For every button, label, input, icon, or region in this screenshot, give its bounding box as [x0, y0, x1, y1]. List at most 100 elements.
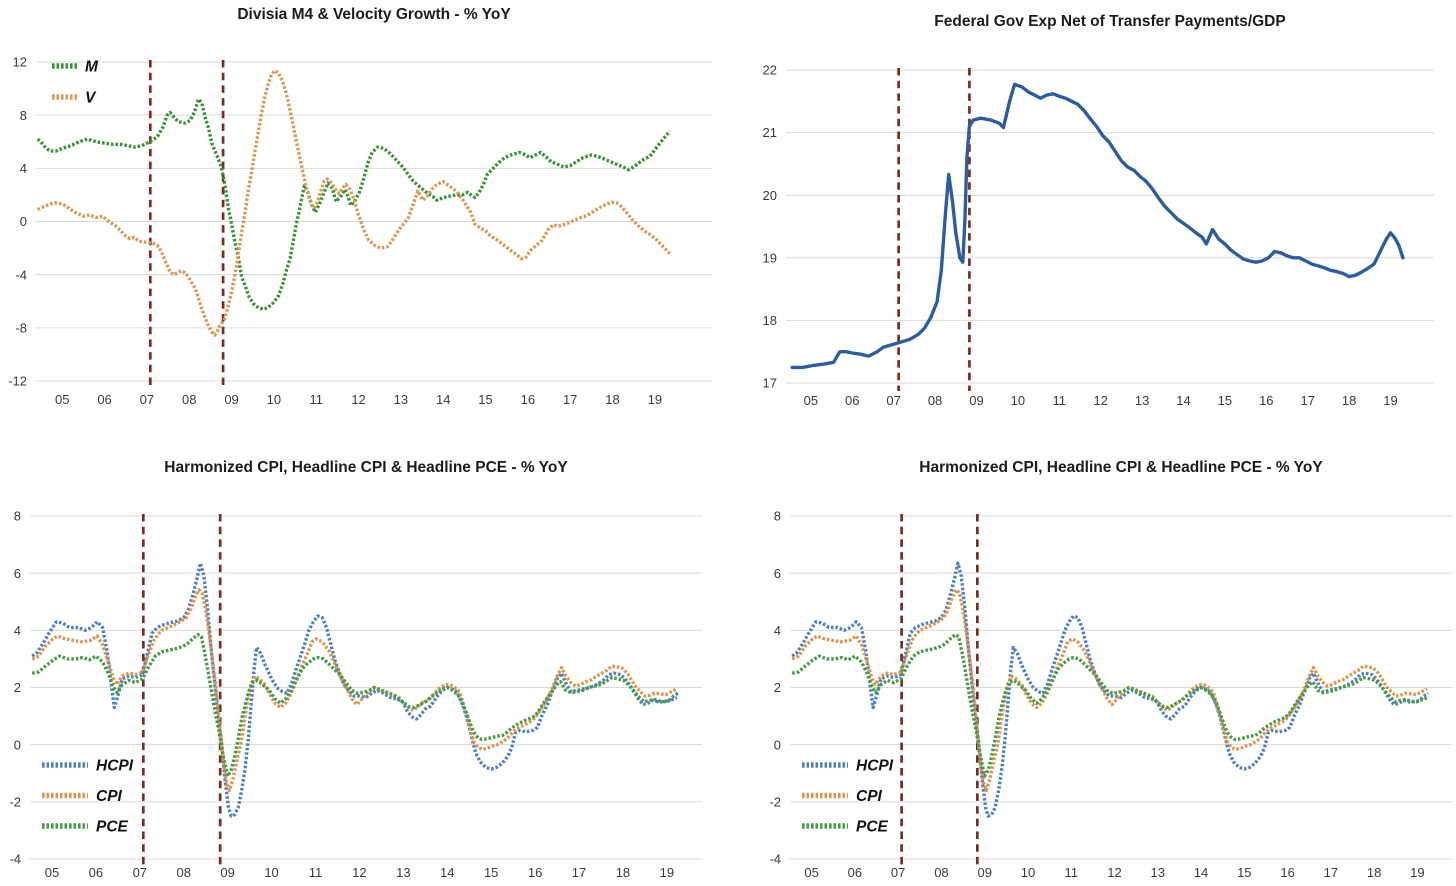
chart-title-divisia: Divisia M4 & Velocity Growth - % YoY [237, 6, 511, 23]
svg-text:06: 06 [848, 865, 862, 880]
svg-text:15: 15 [484, 865, 498, 880]
svg-text:10: 10 [264, 865, 278, 880]
svg-text:12: 12 [1107, 865, 1121, 880]
svg-text:18: 18 [1367, 865, 1381, 880]
svg-text:17: 17 [563, 392, 577, 407]
svg-text:07: 07 [133, 865, 147, 880]
svg-text:13: 13 [396, 865, 410, 880]
svg-text:11: 11 [1064, 865, 1078, 880]
chart-title-cpi-right: Harmonized CPI, Headline CPI & Headline … [919, 459, 1323, 476]
svg-text:18: 18 [605, 392, 619, 407]
svg-text:19: 19 [1383, 393, 1397, 408]
svg-text:-2: -2 [9, 794, 21, 809]
svg-text:20: 20 [763, 188, 777, 203]
svg-text:15: 15 [1237, 865, 1251, 880]
svg-text:4: 4 [14, 623, 21, 638]
svg-text:06: 06 [845, 393, 859, 408]
svg-text:14: 14 [1176, 393, 1190, 408]
svg-text:6: 6 [14, 566, 21, 581]
cpi-pce-chart-right: 8 6 4 2 0 -2 -4 05 06 07 08 09 10 11 12 13 14 15 16 17 18 19 H… [769, 509, 1452, 880]
svg-text:08: 08 [928, 393, 942, 408]
svg-text:PCE: PCE [856, 819, 889, 836]
svg-text:18: 18 [616, 865, 630, 880]
svg-text:16: 16 [1280, 865, 1294, 880]
svg-text:05: 05 [804, 393, 818, 408]
svg-text:HCPI: HCPI [856, 758, 894, 775]
svg-text:17: 17 [763, 376, 777, 391]
panel-cpi-pce-left: Harmonized CPI, Headline CPI & Headline … [0, 443, 728, 886]
svg-text:V: V [85, 90, 97, 107]
svg-text:8: 8 [20, 108, 27, 123]
svg-text:18: 18 [1342, 393, 1356, 408]
svg-text:CPI: CPI [856, 788, 883, 805]
svg-text:15: 15 [1218, 393, 1232, 408]
svg-text:19: 19 [763, 250, 777, 265]
svg-text:-2: -2 [769, 794, 781, 809]
svg-text:0: 0 [774, 737, 781, 752]
svg-text:06: 06 [89, 865, 103, 880]
svg-text:12: 12 [13, 55, 27, 70]
svg-text:14: 14 [436, 392, 450, 407]
svg-text:HCPI: HCPI [96, 758, 134, 775]
svg-text:21: 21 [763, 125, 777, 140]
svg-text:09: 09 [977, 865, 991, 880]
svg-text:08: 08 [182, 392, 196, 407]
svg-text:11: 11 [309, 865, 323, 880]
svg-text:12: 12 [351, 392, 365, 407]
divisia-m4-velocity-chart: 12 8 4 0 -4 -8 -12 05 06 07 08 09 10 11 12 13 14 15 16 17 18… [8, 55, 712, 407]
svg-text:05: 05 [55, 392, 69, 407]
panel-fed-gov-exp: Federal Gov Exp Net of Transfer Payments… [728, 0, 1456, 443]
svg-text:14: 14 [440, 865, 454, 880]
svg-text:0: 0 [14, 737, 21, 752]
cpi-pce-chart-left: 8 6 4 2 0 -2 -4 05 06 07 08 09 10 11 12 13 14 15 16 17 18 19 H… [9, 509, 702, 880]
svg-text:17: 17 [572, 865, 586, 880]
svg-text:2: 2 [774, 680, 781, 695]
svg-text:18: 18 [763, 313, 777, 328]
svg-text:10: 10 [1011, 393, 1025, 408]
svg-text:12: 12 [352, 865, 366, 880]
svg-text:08: 08 [176, 865, 190, 880]
svg-text:4: 4 [774, 623, 781, 638]
svg-text:8: 8 [14, 509, 21, 524]
svg-text:07: 07 [886, 393, 900, 408]
svg-text:17: 17 [1324, 865, 1338, 880]
svg-text:PCE: PCE [96, 819, 129, 836]
svg-text:11: 11 [1053, 393, 1067, 408]
svg-text:16: 16 [521, 392, 535, 407]
svg-text:-12: -12 [8, 374, 27, 389]
svg-text:-4: -4 [769, 852, 781, 867]
svg-text:19: 19 [648, 392, 662, 407]
svg-text:CPI: CPI [96, 788, 123, 805]
svg-text:M: M [85, 59, 99, 76]
panel-cpi-pce-right: Harmonized CPI, Headline CPI & Headline … [728, 443, 1456, 886]
svg-text:16: 16 [528, 865, 542, 880]
panel-divisia-m4-velocity: Divisia M4 & Velocity Growth - % YoY 12 8… [0, 0, 728, 443]
svg-text:6: 6 [774, 566, 781, 581]
svg-text:0: 0 [20, 214, 27, 229]
fed-gov-exp-gdp-chart: 22 21 20 19 18 17 05 06 07 08 09 10 11 12 13 14 15 16 17 18… [763, 63, 1434, 408]
svg-text:16: 16 [1259, 393, 1273, 408]
svg-text:-8: -8 [15, 320, 27, 335]
svg-text:-4: -4 [9, 852, 21, 867]
svg-text:08: 08 [934, 865, 948, 880]
svg-text:10: 10 [267, 392, 281, 407]
chart-title-fed-gov-exp: Federal Gov Exp Net of Transfer Payments… [934, 13, 1286, 30]
svg-text:07: 07 [891, 865, 905, 880]
svg-text:4: 4 [20, 161, 27, 176]
chart-title-cpi-left: Harmonized CPI, Headline CPI & Headline … [164, 459, 568, 476]
svg-text:17: 17 [1300, 393, 1314, 408]
svg-text:07: 07 [140, 392, 154, 407]
svg-text:19: 19 [1410, 865, 1424, 880]
svg-text:09: 09 [969, 393, 983, 408]
svg-text:12: 12 [1093, 393, 1107, 408]
svg-text:10: 10 [1021, 865, 1035, 880]
svg-text:13: 13 [394, 392, 408, 407]
svg-text:09: 09 [220, 865, 234, 880]
svg-text:13: 13 [1135, 393, 1149, 408]
svg-text:-4: -4 [15, 267, 27, 282]
svg-text:2: 2 [14, 680, 21, 695]
svg-text:05: 05 [45, 865, 59, 880]
svg-text:11: 11 [309, 392, 323, 407]
svg-text:8: 8 [774, 509, 781, 524]
svg-text:09: 09 [224, 392, 238, 407]
